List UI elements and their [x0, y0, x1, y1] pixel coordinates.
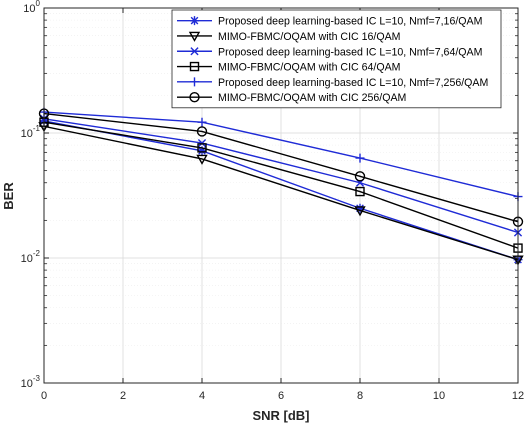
series-line [43, 120, 519, 261]
marker-asterisk [355, 203, 365, 213]
y-axis-label: BER [1, 182, 16, 210]
marker-circle [189, 91, 200, 103]
marker-asterisk [197, 146, 207, 156]
marker-plus [190, 77, 199, 87]
legend-label: Proposed deep learning-based IC L=10, Nm… [218, 77, 488, 89]
marker-circle [196, 126, 208, 137]
y-tick-label: 10-1 [21, 124, 41, 140]
marker-triangle-down [196, 154, 208, 165]
legend: Proposed deep learning-based IC L=10, Nm… [171, 9, 502, 109]
axis-ticks: 0 2 4 6 8 10 12 100 10-1 10-2 10-3 [21, 0, 525, 402]
marker-asterisk [190, 16, 199, 26]
marker-square [189, 61, 200, 72]
legend-label: Proposed deep learning-based IC L=10, Nm… [218, 16, 482, 28]
x-tick-label: 4 [199, 390, 205, 402]
y-tick-label: 10-2 [21, 249, 41, 265]
x-tick-label: 12 [512, 390, 524, 402]
series-line [43, 121, 519, 249]
marker-plus [197, 117, 207, 127]
legend-label: MIMO-FBMC/OQAM with CIC 256/QAM [218, 92, 406, 104]
marker-circle [354, 171, 366, 182]
series-line [43, 111, 519, 198]
legend-item: Proposed deep learning-based IC L=10, Nm… [177, 16, 482, 28]
legend-label: MIMO-FBMC/OQAM with CIC 16/QAM [218, 31, 400, 43]
series-line [43, 125, 519, 261]
series-line [43, 112, 519, 223]
marker-square [355, 186, 365, 197]
series-layer [38, 107, 524, 266]
legend-item: Proposed deep learning-based IC L=10, Nm… [177, 46, 482, 58]
y-tick-label: 100 [23, 0, 40, 15]
series-line [43, 118, 519, 234]
marker-plus [355, 153, 365, 163]
x-tick-label: 6 [278, 390, 284, 402]
marker-triangle-down [354, 206, 366, 217]
legend-box [171, 9, 502, 109]
x-tick-label: 0 [41, 390, 47, 402]
legend-item: Proposed deep learning-based IC L=10, Nm… [177, 77, 488, 89]
legend-label: Proposed deep learning-based IC L=10, Nm… [218, 46, 482, 58]
marker-x [190, 47, 199, 56]
x-tick-label: 2 [120, 390, 126, 402]
legend-item: MIMO-FBMC/OQAM with CIC 64/QAM [177, 62, 400, 74]
legend-label: MIMO-FBMC/OQAM with CIC 64/QAM [218, 62, 400, 74]
x-tick-label: 8 [357, 390, 363, 402]
marker-triangle-down [188, 31, 201, 42]
x-axis-label: SNR [dB] [252, 408, 309, 423]
legend-item: MIMO-FBMC/OQAM with CIC 256/QAM [177, 91, 406, 104]
marker-x [197, 139, 207, 148]
x-tick-label: 10 [433, 390, 445, 402]
y-tick-label: 10-3 [21, 374, 41, 390]
marker-square [197, 143, 207, 153]
legend-item: MIMO-FBMC/OQAM with CIC 16/QAM [177, 31, 400, 43]
